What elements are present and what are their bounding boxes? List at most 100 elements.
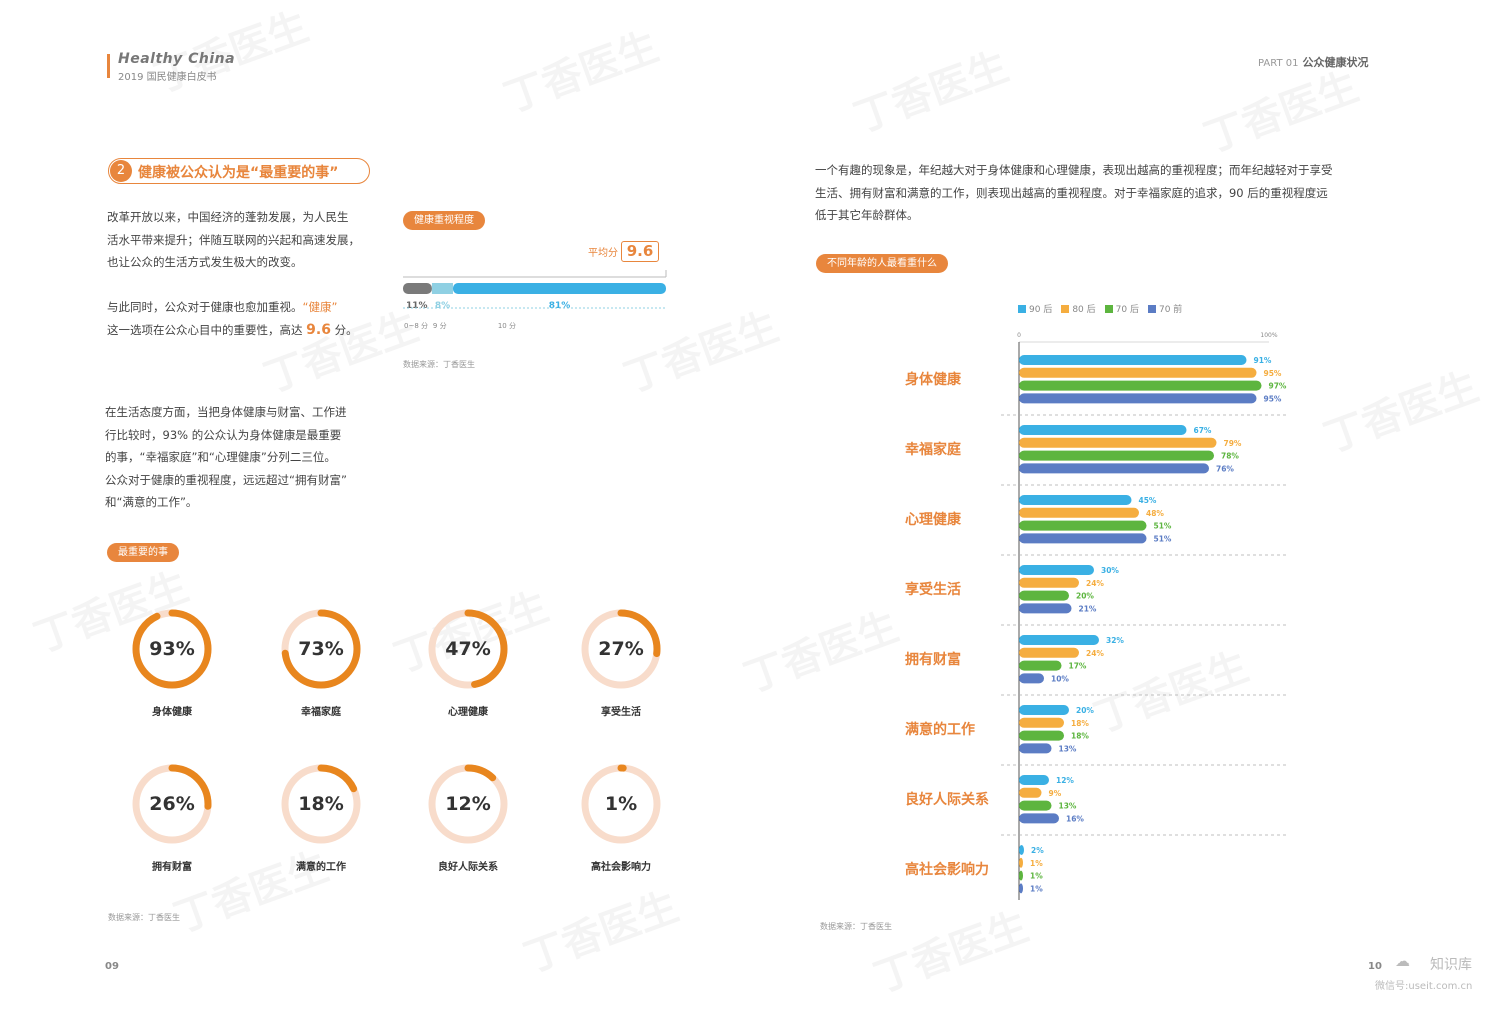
bar xyxy=(1019,883,1023,894)
bar-value-label: 20% xyxy=(1076,706,1094,715)
donut-value: 12% xyxy=(445,793,491,815)
legend-item: 80 后 xyxy=(1061,302,1096,315)
donut-label: 心理健康 xyxy=(448,707,488,718)
brand-subtitle: 2019 国民健康白皮书 xyxy=(118,72,217,83)
bar xyxy=(1019,393,1257,404)
legend-item: 70 前 xyxy=(1147,302,1182,315)
bar-value-label: 45% xyxy=(1139,496,1157,505)
bar-value-label: 20% xyxy=(1076,592,1094,601)
bar xyxy=(1019,533,1147,544)
bar xyxy=(1019,845,1024,855)
part-header: PART 01 公众健康状况 xyxy=(1258,54,1368,70)
legend-item: 90 后 xyxy=(1018,302,1052,315)
donut-label: 拥有财富 xyxy=(152,862,192,873)
legend-item: 70 后 xyxy=(1104,302,1139,315)
category-label: 良好人际关系 xyxy=(905,792,989,808)
category-label: 享受生活 xyxy=(905,582,961,598)
bar-value-label: 95% xyxy=(1264,394,1282,403)
bar-axis-label: 9 分 xyxy=(433,321,447,330)
text-line: 公众对于健康的重视程度，远远超过“拥有财富” xyxy=(105,472,347,487)
footer-logo-text: 知识库 xyxy=(1430,957,1472,973)
donut-chart: 47% xyxy=(425,606,511,692)
bar xyxy=(1019,380,1262,391)
data-source: 数据来源：丁香医生 xyxy=(108,913,180,922)
bar-value-label: 12% xyxy=(1056,776,1074,785)
bar xyxy=(1019,507,1139,518)
category-label: 高社会影响力 xyxy=(905,862,989,878)
bar xyxy=(1019,635,1099,645)
donut-arc xyxy=(581,609,661,689)
legend-label: 80 后 xyxy=(1072,305,1096,315)
bar xyxy=(1019,603,1072,614)
bar xyxy=(1019,857,1023,868)
chart-legend: 90 后 80 后 70 后 70 前 xyxy=(1018,302,1182,315)
donut-value: 93% xyxy=(149,638,195,660)
legend-swatch xyxy=(1061,305,1070,313)
bar xyxy=(1019,800,1052,811)
donut-value: 47% xyxy=(445,638,491,660)
legend-swatch xyxy=(1018,305,1026,313)
donut-ring xyxy=(581,609,661,689)
bar-value-label: 2% xyxy=(1031,846,1044,855)
bar xyxy=(1019,495,1132,505)
watermark: 丁香医生 xyxy=(165,834,335,943)
bar-value-label: 91% xyxy=(1254,356,1272,365)
donut-chart: 12% xyxy=(425,761,511,847)
legend-swatch xyxy=(1147,305,1156,313)
bar-segment-label: 81% xyxy=(549,301,571,311)
donut-ring xyxy=(132,609,212,689)
text-line: 的事，“幸福家庭”和“心理健康”分列二三位。 xyxy=(105,450,336,464)
part-title: 公众健康状况 xyxy=(1302,56,1369,69)
bar xyxy=(1019,425,1187,435)
watermark: 丁香医生 xyxy=(1315,354,1485,463)
watermark: 丁香医生 xyxy=(1195,54,1365,163)
category-label: 身体健康 xyxy=(905,372,961,388)
donut-ring xyxy=(281,609,361,689)
legend-label: 90 后 xyxy=(1029,305,1053,315)
text-line: 和“满意的工作”。 xyxy=(105,495,198,509)
watermark: 丁香医生 xyxy=(515,874,685,983)
donut-label: 良好人际关系 xyxy=(438,862,498,873)
wechat-icon: ☁ xyxy=(1395,952,1410,970)
bar-value-label: 95% xyxy=(1264,369,1282,378)
watermark: 丁香医生 xyxy=(735,594,905,703)
bar-value-label: 9% xyxy=(1049,789,1062,798)
text-line: 行比较时，93% 的公众认为身体健康是最重要 xyxy=(105,427,342,442)
donut-label: 幸福家庭 xyxy=(301,707,341,718)
bar-value-label: 1% xyxy=(1030,884,1043,893)
donut-arc xyxy=(428,609,508,689)
bar xyxy=(1019,717,1064,728)
bar xyxy=(1019,437,1217,448)
page-number: 10 xyxy=(1368,961,1382,972)
bar xyxy=(1019,660,1062,671)
bar-value-label: 13% xyxy=(1059,802,1077,811)
donut-label: 高社会影响力 xyxy=(591,862,651,873)
bar xyxy=(1019,647,1079,658)
bar-value-label: 21% xyxy=(1079,604,1097,613)
donut-ring xyxy=(132,764,212,844)
donut-label: 享受生活 xyxy=(601,707,641,718)
bar-value-label: 79% xyxy=(1224,439,1242,448)
bar-value-label: 76% xyxy=(1216,464,1234,473)
bar-value-label: 13% xyxy=(1059,744,1077,753)
bar xyxy=(1019,463,1209,474)
bar-value-label: 18% xyxy=(1071,719,1089,728)
bar-value-label: 24% xyxy=(1086,579,1104,588)
bar-segment-label: 11% xyxy=(406,301,428,311)
text-span: 与此同时，公众对于健康也愈加重视。 xyxy=(107,300,303,314)
section-number: 2 xyxy=(110,160,132,182)
donut-chart: 27% xyxy=(578,606,664,692)
donut-arc xyxy=(428,764,508,844)
text-line: 生活、拥有财富和满意的工作，则表现出越高的重视程度。对于幸福家庭的追求，90 后… xyxy=(815,185,1328,200)
donut-label: 满意的工作 xyxy=(296,862,346,873)
footer-account-id: 微信号:useit.com.cn xyxy=(1375,981,1473,992)
bar xyxy=(1019,367,1257,378)
bar-axis-label: 10 分 xyxy=(498,321,516,330)
donut-chart: 26% xyxy=(129,761,215,847)
donut-chart: 18% xyxy=(278,761,364,847)
bar xyxy=(1019,813,1059,824)
bar xyxy=(1019,577,1079,588)
age-chart-tag: 不同年龄的人最看重什么 xyxy=(816,254,948,273)
donut-value: 18% xyxy=(298,793,344,815)
bar xyxy=(1019,705,1069,715)
